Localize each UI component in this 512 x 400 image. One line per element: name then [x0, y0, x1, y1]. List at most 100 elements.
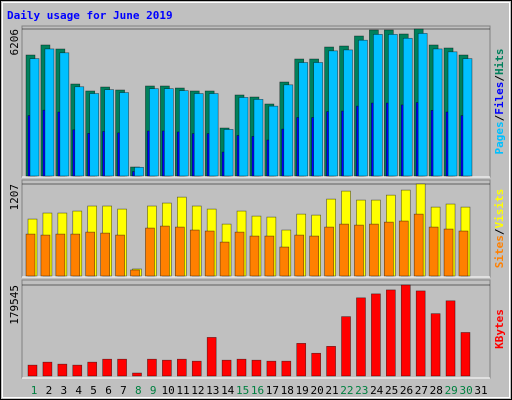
x-tick-label: 10 — [161, 384, 174, 397]
x-tick-label: 15 — [236, 384, 249, 397]
y-tick-label: 1207 — [8, 184, 21, 211]
bar — [100, 232, 110, 277]
legend-entry: Files — [493, 82, 506, 115]
bar — [358, 39, 368, 177]
bar — [132, 372, 142, 377]
bar — [388, 34, 398, 177]
legend-separator: / — [493, 228, 506, 235]
legend-entry: KBytes — [493, 309, 506, 349]
bar — [309, 235, 319, 277]
x-tick-label: 25 — [385, 384, 398, 397]
legend: Sites/Visits — [493, 189, 506, 269]
bar — [236, 358, 247, 377]
legend-separator: / — [493, 75, 506, 82]
bar — [59, 52, 70, 177]
bar — [29, 58, 40, 177]
x-tick-label: 9 — [150, 384, 157, 397]
bar — [354, 224, 364, 277]
bar — [219, 241, 230, 277]
bar — [428, 226, 439, 277]
bar — [343, 49, 353, 177]
bar — [253, 99, 264, 177]
bar — [324, 226, 334, 277]
bar — [72, 364, 83, 377]
bar — [149, 88, 159, 177]
bar — [57, 363, 68, 377]
x-tick-label: 22 — [340, 384, 353, 397]
x-tick-label: 27 — [415, 384, 428, 397]
bar — [415, 290, 426, 377]
bar — [221, 359, 232, 377]
legend-separator: / — [493, 114, 506, 121]
bar — [281, 360, 292, 377]
bar — [115, 234, 125, 277]
bar — [223, 129, 234, 177]
bar — [373, 34, 383, 177]
bar — [298, 62, 309, 177]
bar — [55, 233, 66, 277]
x-tick-label: 23 — [355, 384, 368, 397]
x-tick-label: 19 — [296, 384, 309, 397]
bar — [206, 337, 217, 377]
bar — [326, 346, 336, 377]
x-tick-label: 5 — [90, 384, 97, 397]
bar — [147, 358, 157, 377]
bar — [386, 289, 396, 377]
legend-entry: Hits — [493, 49, 506, 76]
bar — [266, 360, 277, 377]
bar — [102, 358, 112, 377]
legend-entry: Visits — [493, 189, 506, 229]
x-tick-label: 12 — [191, 384, 204, 397]
bar — [191, 360, 202, 377]
y-tick-label: 179545 — [8, 285, 21, 325]
x-tick-label: 20 — [310, 384, 323, 397]
bar — [249, 235, 260, 277]
x-tick-label: 17 — [266, 384, 279, 397]
bar — [162, 359, 172, 377]
legend: KBytes — [493, 309, 506, 349]
bar — [70, 233, 81, 277]
bar — [294, 234, 305, 277]
bar — [40, 234, 51, 277]
x-tick-label: 26 — [400, 384, 413, 397]
bar — [177, 358, 187, 377]
x-tick-label: 13 — [206, 384, 219, 397]
bar — [27, 364, 38, 377]
bar — [164, 88, 174, 177]
bar — [208, 93, 219, 177]
x-tick-label: 29 — [445, 384, 458, 397]
x-tick-label: 18 — [281, 384, 294, 397]
bar — [371, 293, 381, 377]
x-tick-label: 24 — [370, 384, 384, 397]
bar — [432, 48, 443, 177]
bar — [443, 228, 454, 277]
bar — [85, 231, 96, 277]
bar — [134, 166, 144, 177]
bar — [189, 229, 200, 277]
bar — [193, 93, 204, 177]
bar — [283, 84, 294, 177]
x-tick-label: 1 — [31, 384, 38, 397]
bar — [238, 97, 249, 177]
bar — [234, 231, 245, 277]
legend-entry: Sites — [493, 235, 506, 268]
bar — [119, 92, 129, 177]
bar — [42, 361, 53, 377]
bar — [430, 313, 441, 377]
x-tick-label: 28 — [430, 384, 443, 397]
bar — [104, 89, 114, 177]
bar — [384, 221, 394, 277]
bar — [145, 227, 155, 277]
bar — [311, 352, 321, 377]
bar — [74, 86, 85, 177]
bar — [89, 93, 100, 177]
bar — [160, 225, 170, 277]
bar — [400, 284, 411, 377]
x-tick-label: 2 — [46, 384, 53, 397]
bar — [279, 246, 290, 277]
bar — [87, 361, 98, 377]
bar — [296, 343, 307, 377]
legend: Pages/Files/Hits — [493, 49, 506, 155]
